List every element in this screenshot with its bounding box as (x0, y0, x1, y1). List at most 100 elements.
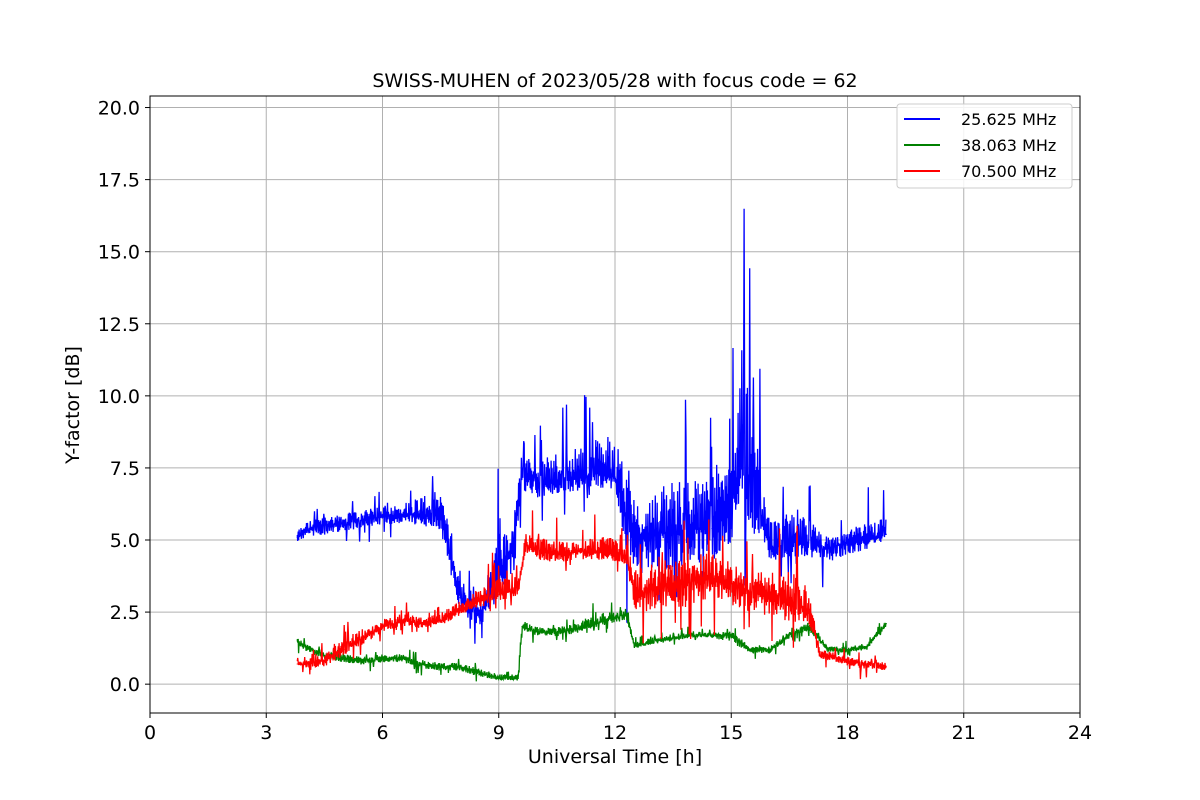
data-point (827, 648, 829, 651)
data-point (846, 542, 849, 544)
data-point (595, 623, 597, 625)
data-point (672, 530, 674, 532)
data-point (885, 666, 887, 668)
data-point (750, 591, 752, 593)
data-point (401, 620, 403, 622)
data-point (451, 562, 453, 564)
data-point (614, 553, 616, 556)
data-point (343, 657, 345, 659)
data-point (525, 545, 527, 547)
series-2 (296, 602, 887, 682)
data-point (769, 548, 771, 550)
data-point (521, 625, 523, 628)
data-point (866, 663, 868, 665)
y-tick-label: 5.0 (110, 530, 140, 552)
data-point (381, 516, 384, 518)
y-tick-label: 17.5 (98, 170, 140, 192)
y-tick-label: 15.0 (98, 242, 140, 264)
data-point (304, 530, 306, 532)
data-point (626, 614, 628, 616)
y-tick-label: 7.5 (110, 458, 140, 480)
data-point (536, 631, 539, 633)
data-point (517, 588, 519, 590)
data-point (509, 553, 511, 556)
y-tick-label: 0.0 (110, 674, 140, 696)
data-point (459, 608, 461, 610)
data-point (885, 623, 887, 625)
data-point (711, 576, 713, 579)
data-point (521, 467, 523, 469)
data-point (730, 634, 732, 636)
x-axis-label: Universal Time [h] (528, 746, 702, 768)
data-point (296, 640, 298, 642)
data-point (323, 524, 325, 527)
data-point (808, 608, 810, 610)
data-point (866, 646, 868, 648)
y-tick-label: 20.0 (98, 98, 140, 120)
data-point (498, 677, 500, 680)
x-tick-label: 15 (719, 722, 743, 744)
data-point (362, 660, 364, 662)
data-point (711, 634, 713, 636)
data-point (381, 625, 384, 628)
x-tick-label: 12 (603, 722, 627, 744)
data-point (691, 579, 694, 581)
data-point (808, 542, 810, 544)
data-point (633, 591, 635, 593)
data-point (788, 634, 790, 636)
data-point (595, 550, 597, 553)
data-point (440, 516, 442, 518)
data-point (595, 473, 597, 475)
series-3 (296, 510, 887, 680)
data-point (691, 527, 694, 530)
series-line-1 (296, 208, 887, 644)
y-axis-label: Y-factor [dB] (62, 346, 84, 465)
data-point (885, 533, 887, 535)
chart-title: SWISS-MUHEN of 2023/05/28 with focus cod… (372, 70, 857, 92)
data-point (672, 637, 674, 639)
data-point (827, 548, 829, 550)
data-point (420, 513, 422, 515)
data-point (626, 556, 628, 558)
x-tick-label: 24 (1068, 722, 1092, 744)
y-tick-label: 10.0 (98, 386, 140, 408)
x-tick-label: 0 (144, 722, 156, 744)
data-point (517, 677, 519, 680)
data-point (362, 637, 364, 639)
data-point (866, 539, 868, 541)
data-point (459, 597, 461, 599)
data-point (653, 640, 655, 642)
data-point (304, 646, 306, 648)
data-point (788, 602, 790, 605)
legend-label: 70.500 MHz (961, 162, 1056, 181)
series-1 (296, 208, 887, 644)
legend-label: 25.625 MHz (961, 110, 1056, 129)
data-point (750, 648, 752, 651)
data-point (296, 536, 298, 538)
data-point (633, 646, 635, 648)
data-point (730, 510, 732, 512)
data-point (556, 631, 558, 633)
data-point (750, 496, 752, 498)
data-point (819, 654, 821, 656)
data-point (420, 663, 422, 665)
data-point (440, 666, 442, 668)
data-point (614, 617, 616, 619)
data-point (730, 582, 732, 584)
data-point (536, 484, 539, 486)
data-point (808, 625, 810, 628)
data-point (478, 599, 480, 602)
data-point (459, 666, 461, 668)
data-point (575, 478, 577, 481)
data-point (626, 516, 628, 518)
data-point (323, 660, 325, 662)
data-point (440, 620, 442, 622)
data-point (827, 654, 829, 656)
data-point (575, 550, 577, 553)
y-tick-label: 2.5 (110, 602, 140, 624)
data-point (653, 588, 655, 590)
data-point (761, 522, 763, 524)
data-point (401, 513, 403, 515)
data-point (846, 648, 849, 651)
data-point (575, 628, 577, 630)
